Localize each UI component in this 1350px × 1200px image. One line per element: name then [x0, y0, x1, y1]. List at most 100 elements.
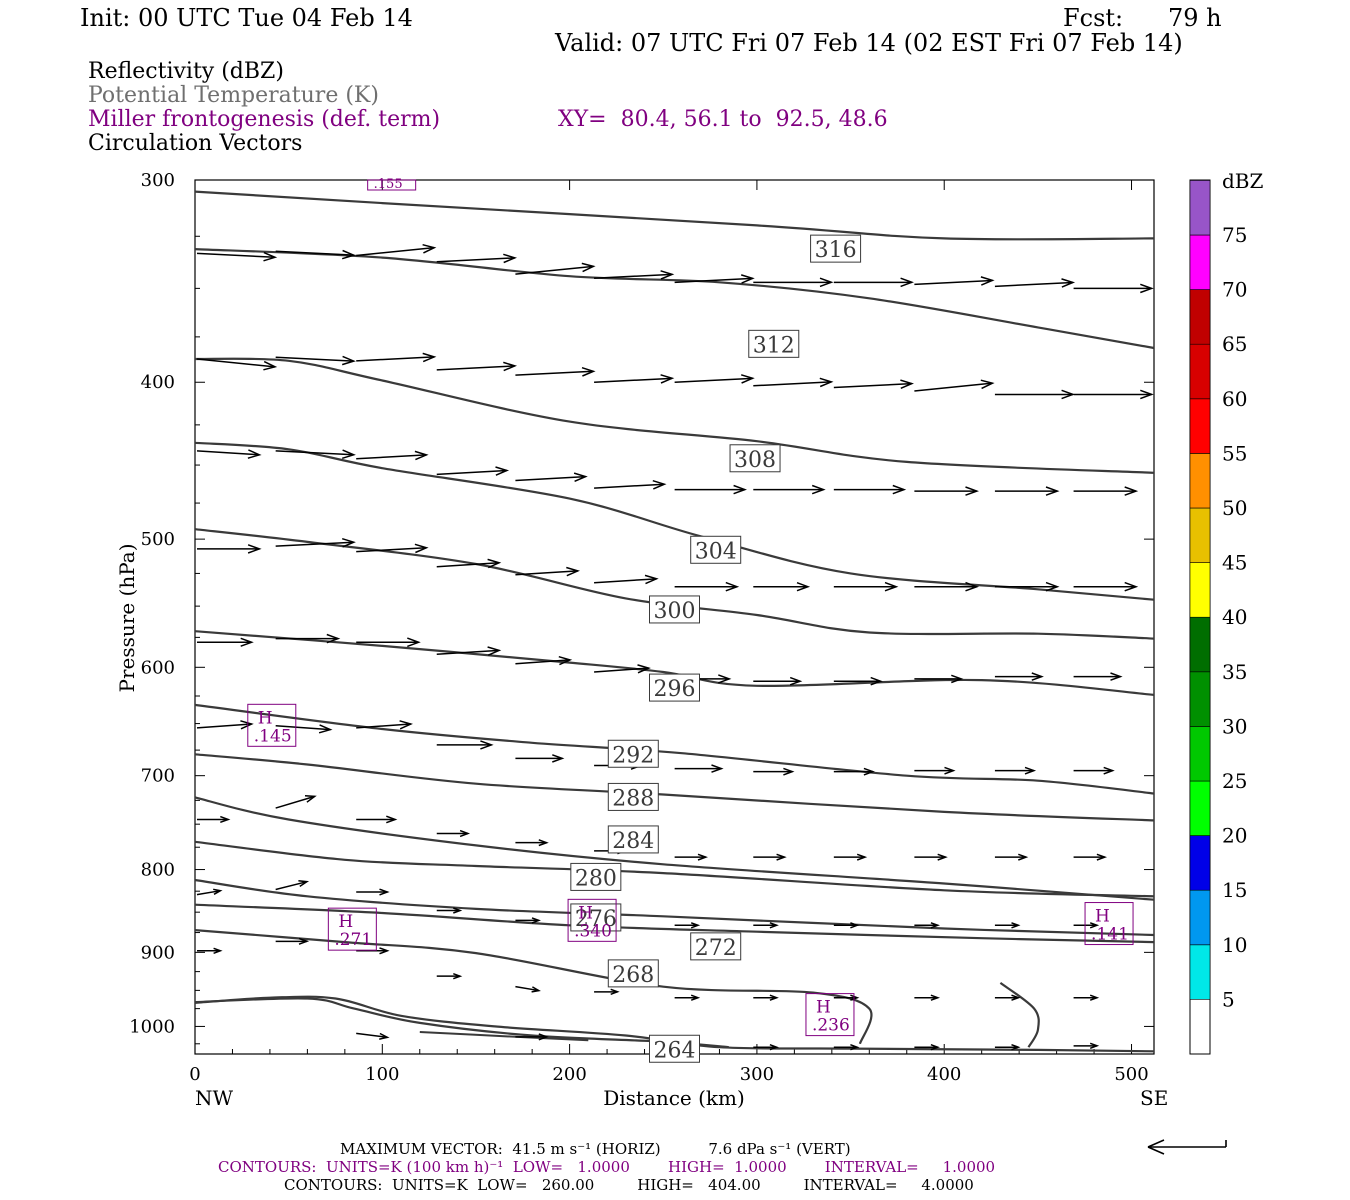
init-time: Init: 00 UTC Tue 04 Feb 14: [80, 4, 413, 32]
x-tick-label: 0: [189, 1064, 200, 1085]
vector-head: [1045, 486, 1060, 496]
theta-label-box: [690, 932, 742, 961]
circulation-vector: [753, 377, 834, 388]
vector-head: [531, 917, 541, 924]
circulation-vector: [515, 839, 549, 847]
vector-shaft: [275, 356, 354, 362]
colorbar-swatch: [1189, 835, 1211, 891]
x-tick-label: 400: [927, 1064, 961, 1085]
circulation-vector: [436, 829, 471, 838]
theta-contour-label: 308: [729, 444, 781, 473]
vector-head: [531, 986, 541, 993]
vector-head: [819, 277, 834, 288]
theta-contour-272: [194, 903, 1155, 944]
circulation-vector: [994, 581, 1060, 592]
circulation-vector: [594, 479, 667, 490]
vector-head: [379, 947, 390, 955]
vector-head: [796, 581, 811, 592]
x-tick-label: 200: [552, 1064, 586, 1085]
circulation-vector: [356, 543, 429, 554]
circulation-vector: [914, 674, 964, 684]
vector-head: [1031, 672, 1044, 681]
circulation-vector: [994, 994, 1021, 1001]
colorbar-label: 5: [1222, 987, 1235, 1011]
colorbar-swatch: [1189, 671, 1211, 727]
circulation-vector: [674, 994, 701, 1001]
vector-head: [247, 449, 262, 459]
circulation-vector: [833, 379, 914, 389]
fronto-max-box: [1084, 902, 1134, 946]
vector-head: [558, 655, 573, 666]
vector-head: [789, 676, 803, 686]
colorbar-swatch: [1189, 234, 1211, 290]
circulation-vector: [515, 366, 596, 377]
vector-head: [487, 646, 502, 656]
frontogenesis-maximum: H.236: [805, 993, 855, 1037]
forecast-hour: 79 h: [1168, 4, 1222, 32]
vector-head: [850, 994, 860, 1001]
fronto-max-value: .236: [812, 1016, 850, 1036]
circulation-vector: [994, 389, 1076, 400]
vector-head: [213, 888, 223, 895]
vector-shaft: [515, 475, 586, 482]
vector-head: [930, 1043, 941, 1051]
vector-head: [318, 724, 333, 734]
colorbar-label: 15: [1222, 878, 1247, 902]
theta-contour-label: 292: [607, 739, 659, 768]
y-tick-label: 800: [141, 860, 175, 881]
theta-contour-292: [194, 703, 1155, 795]
vector-shaft: [594, 273, 673, 280]
theta-label-box: [649, 595, 700, 624]
x-tick-label: 300: [740, 1064, 774, 1085]
circulation-vector: [356, 1032, 390, 1040]
theta-contour-316: [194, 190, 1155, 241]
theta-label-box: [690, 535, 742, 564]
vector-head: [980, 379, 995, 390]
circulation-vector: [674, 274, 755, 284]
vector-shaft: [196, 889, 221, 896]
colorbar-swatch: [1189, 398, 1211, 454]
circulation-vector: [753, 277, 834, 288]
circulation-vector: [914, 1043, 941, 1051]
circulation-vector: [275, 449, 356, 460]
circulation-vector: [436, 361, 517, 372]
vector-shaft: [356, 246, 435, 257]
vector-head: [453, 972, 463, 980]
circulation-vector: [197, 544, 262, 554]
vector-shaft: [275, 795, 315, 809]
theta-label-text: 280: [575, 866, 617, 891]
circulation-vector: [436, 466, 510, 476]
fronto-max-box: [327, 907, 377, 951]
vector-head: [247, 544, 262, 554]
theta-contour-296: [194, 630, 1155, 696]
vector-head: [573, 472, 588, 482]
vector-shaft: [275, 541, 354, 547]
colorbar-swatch: [1189, 180, 1211, 236]
circulation-vector: [515, 472, 588, 482]
vector-head: [422, 243, 437, 254]
vector-head: [740, 274, 755, 284]
circulation-vector: [356, 888, 390, 896]
x-tick-label: 100: [365, 1064, 399, 1085]
y-tick-label: 1000: [129, 1016, 175, 1037]
colorbar-swatch: [1189, 507, 1211, 563]
circulation-vector: [914, 276, 995, 286]
vector-head: [459, 829, 471, 838]
vector-head: [399, 720, 413, 730]
theta-label-text: 264: [654, 1038, 696, 1063]
theta-contour-label: 296: [649, 673, 700, 702]
circulation-vector: [196, 888, 223, 896]
colorbar-label: 50: [1222, 496, 1247, 520]
fronto-max-value: .145: [254, 726, 292, 746]
circulation-vector: [1073, 389, 1154, 400]
circulation-vector: [753, 767, 795, 776]
vector-head: [1089, 1042, 1100, 1050]
circulation-vector: [356, 450, 429, 461]
circulation-vector: [436, 907, 463, 914]
theta-contour-312: [194, 248, 1155, 350]
vector-shaft: [356, 356, 435, 362]
y-tick-label: 500: [141, 529, 175, 550]
theta-label-box: [607, 959, 659, 988]
circulation-vector: [674, 581, 740, 592]
circulation-vector: [515, 566, 580, 577]
